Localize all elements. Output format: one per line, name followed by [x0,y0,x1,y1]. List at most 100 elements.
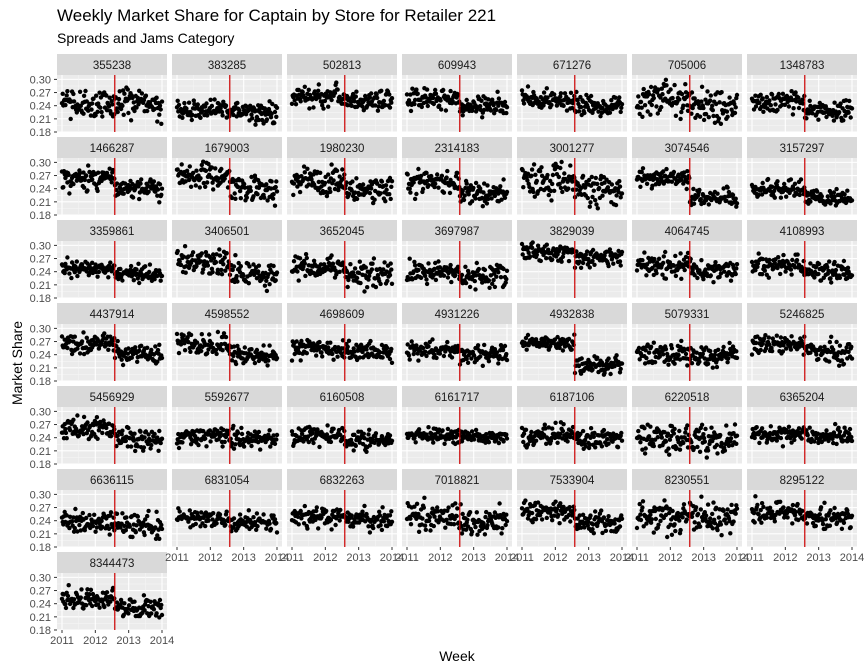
data-point [68,116,73,122]
facet-strip-label: 1348783 [780,60,825,72]
data-point [476,266,481,272]
data-point [486,359,492,364]
data-point [207,332,212,337]
data-point [654,104,659,109]
data-point [537,169,543,174]
data-point [618,366,623,372]
data-point [697,187,702,193]
data-point [644,355,649,361]
data-point [845,188,850,193]
data-point [67,191,72,196]
data-point [198,115,203,121]
data-point [199,251,204,256]
data-point [544,256,549,261]
data-point [473,180,479,186]
data-point [81,414,87,420]
data-point [441,273,447,278]
data-point [837,110,842,115]
data-point [531,189,536,195]
data-point [63,426,68,432]
data-point [661,352,666,357]
data-point [642,250,647,255]
data-point [646,92,652,97]
data-point [360,182,366,187]
data-point [582,110,587,116]
data-point [223,103,229,108]
data-point [834,186,839,192]
data-point [655,111,660,116]
data-point [139,91,145,96]
data-point [562,91,568,96]
data-point [110,102,115,107]
data-point [372,197,377,202]
data-point [597,185,602,191]
data-point [75,273,80,279]
data-point [203,184,208,189]
data-point [156,448,161,453]
data-point [800,101,806,106]
data-point [212,97,217,102]
data-point [130,195,136,200]
data-point [219,267,224,273]
data-point [205,113,210,118]
data-point [701,117,707,123]
data-point [788,177,794,182]
data-point [420,186,426,192]
data-point [619,249,625,255]
data-point [262,106,268,111]
data-point [832,259,837,265]
data-point [121,191,126,196]
data-point [698,197,703,202]
data-point [66,172,71,178]
data-point [302,170,307,175]
data-point [566,258,572,264]
data-point [235,279,240,284]
data-point [449,279,454,285]
data-point [789,272,794,277]
data-point [644,273,649,278]
data-point [352,99,357,104]
data-point [679,109,684,115]
y-tick-label: 0.21 [30,114,51,126]
data-point [407,186,412,191]
data-point [188,184,194,189]
data-point [816,271,821,277]
data-point [331,357,336,362]
data-point [444,175,449,180]
facet-strip [517,54,627,75]
y-tick-label: 0.24 [30,101,51,113]
data-point [138,429,143,434]
data-point [139,177,144,182]
data-point [268,115,274,120]
data-point [767,98,772,103]
data-point [769,92,775,97]
data-point [529,173,534,178]
data-point [233,253,238,258]
y-tick-label: 0.30 [30,157,51,169]
data-point [589,174,594,180]
data-point [128,263,134,269]
data-point [424,87,430,92]
data-point [549,198,554,203]
data-point [274,105,280,111]
data-point [93,113,98,118]
data-point [425,103,430,109]
data-point [114,106,120,111]
data-point [562,171,567,176]
facet-strip-label: 502813 [323,60,361,72]
data-point [157,103,163,108]
data-point [765,176,771,182]
data-point [710,108,715,113]
data-point [521,101,527,106]
data-point [663,77,669,83]
data-point [498,184,503,189]
data-point [716,116,722,121]
data-point [550,181,555,187]
data-point [330,351,335,357]
data-point [415,91,420,96]
data-point [213,166,218,171]
data-point [235,100,240,106]
data-point [349,103,354,109]
data-point [289,101,295,107]
data-point [843,98,849,103]
